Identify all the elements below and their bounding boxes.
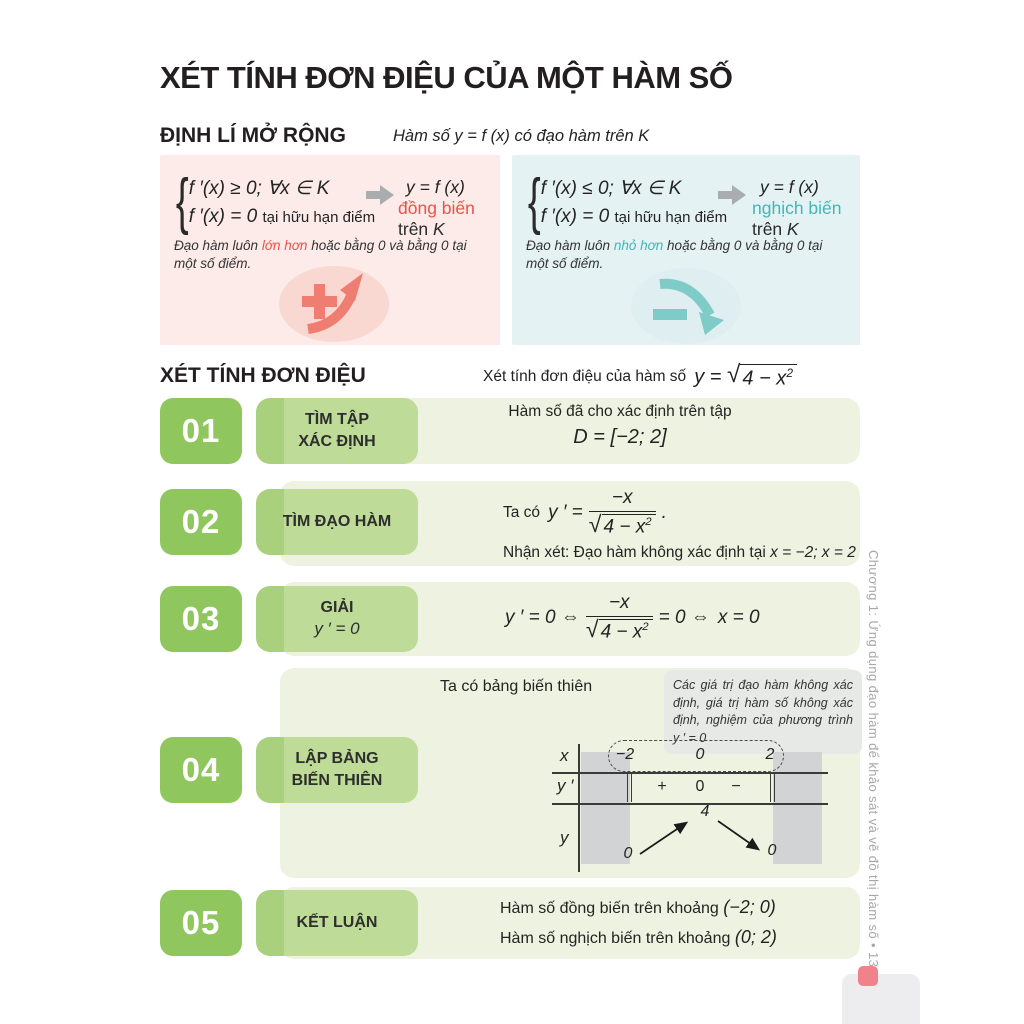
step4-intro: Ta có bảng biến thiên [440,678,593,695]
example-math: y = √ 4 − x2 [694,361,797,391]
bookmark-marker [858,966,878,986]
step2-label: TÌM ĐẠO HÀM [256,489,418,555]
page-corner-tab [842,974,920,1024]
decreasing-result: y = f (x) nghịch biến trên K [752,177,860,240]
step1-text: Hàm số đã cho xác định trên tập [508,403,732,420]
table-horizontal-line-2 [552,803,828,805]
page-title: XÉT TÍNH ĐƠN ĐIỆU CỦA MỘT HÀM SỐ [160,60,733,95]
step1-math: D = [−2; 2] [573,426,667,448]
increase-trend-icon [279,266,389,342]
variation-table: x y ′ y −2 0 2 + 0 − 0 4 0 [552,740,830,877]
theorem-heading: ĐỊNH LÍ MỞ RỘNG [160,124,346,147]
decreasing-system: { f ′(x) ≤ 0; ∀x ∈ K f ′(x) = 0 tại hữu … [524,171,727,233]
system-brace: { [175,167,189,236]
decreasing-condition-1: f ′(x) ≤ 0; ∀x ∈ K [540,177,682,199]
undefined-region-right [773,752,822,864]
step1-content: Hàm số đã cho xác định trên tập D = [−2;… [440,403,800,449]
step2-intro: Ta có [503,503,541,521]
decrease-trend-icon [631,268,741,344]
step5-label: KẾT LUẬN [256,890,418,956]
step2-note: Nhận xét: Đạo hàm không xác định tại x =… [503,544,856,561]
arrow-right-icon [366,185,394,205]
yprime-sign: + [657,778,667,795]
step2-derivative: Ta có y ′ = −x √ 4 − x2 . [503,487,667,539]
step4-number: 04 [160,737,242,803]
step3-label: GIẢI y ′ = 0 [256,586,418,652]
double-bar [770,773,775,802]
y-value-right: 0 [767,842,777,859]
conclusion-line-2: Hàm số nghịch biến trên khoảng (0; 2) [500,927,777,947]
step3-equation: y ′ = 0 ⇔ −x √ 4 − x2 = 0 ⇔ x = 0 [505,592,760,644]
decreasing-note: Đạo hàm luôn nhỏ hơn hoặc bằng 0 và bằng… [526,238,823,272]
increasing-condition-2: f ′(x) = 0 tại hữu hạn điểm [188,205,376,227]
sqrt-sign: √ [588,510,602,537]
table-vertical-line [578,744,580,872]
dashed-highlight-oval [608,740,784,772]
step2-number: 02 [160,489,242,555]
yprime-sign: 0 [695,778,705,795]
fraction: −x √ 4 − x2 [588,487,656,539]
increasing-theorem-box: { f ′(x) ≥ 0; ∀x ∈ K f ′(x) = 0 tại hữu … [160,155,500,345]
step1-label: TÌM TẬP XÁC ĐỊNH [256,398,418,464]
row-x-label: x [560,746,569,765]
yprime-sign: − [731,778,741,795]
increasing-result: y = f (x) đồng biến trên K [398,177,500,240]
step4-label: LẬP BẢNG BIẾN THIÊN [256,737,418,803]
row-y-label: y [560,828,569,847]
step3-number: 03 [160,586,242,652]
step5-content: Hàm số đồng biến trên khoảng (−2; 0) Hàm… [500,897,777,948]
decreasing-condition-2: f ′(x) = 0 tại hữu hạn điểm [540,205,728,227]
sqrt-sign: √ [727,361,741,388]
section-heading: XÉT TÍNH ĐƠN ĐIỆU [160,364,366,387]
decreasing-result-function: y = f (x) [760,177,819,197]
theorem-subtitle: Hàm số y = f (x) có đạo hàm trên K [393,127,650,145]
increasing-note: Đạo hàm luôn lớn hơn hoặc bằng 0 và bằng… [174,238,467,272]
increasing-condition-1: f ′(x) ≥ 0; ∀x ∈ K [188,177,330,199]
increasing-system: { f ′(x) ≥ 0; ∀x ∈ K f ′(x) = 0 tại hữu … [172,171,375,233]
decreasing-theorem-box: { f ′(x) ≤ 0; ∀x ∈ K f ′(x) = 0 tại hữu … [512,155,860,345]
fraction: −x √ 4 − x2 [585,592,653,644]
row-yprime-label: y ′ [557,776,574,795]
y-value-peak: 4 [700,803,710,820]
step1-number: 01 [160,398,242,464]
y-value-left: 0 [623,845,633,862]
arrow-right-icon [718,185,746,205]
double-bar [627,773,632,802]
increasing-result-function: y = f (x) [406,177,465,197]
chapter-side-text: Chương 1: Ứng dụng đạo hàm để khảo sát v… [866,550,881,977]
increasing-result-text: đồng biến trên K [398,198,475,239]
x-value: 0 [695,746,705,763]
decreasing-result-text: nghịch biến trên K [752,198,842,239]
example-text: Xét tính đơn điệu của hàm số [483,368,687,386]
system-brace: { [527,167,541,236]
variation-arrows [639,820,761,855]
step5-number: 05 [160,890,242,956]
sqrt-sign: √ [585,615,599,642]
conclusion-line-1: Hàm số đồng biến trên khoảng (−2; 0) [500,897,776,917]
example-statement: Xét tính đơn điệu của hàm số y = √ 4 − x2 [483,361,797,391]
table-horizontal-line-1 [552,772,828,774]
